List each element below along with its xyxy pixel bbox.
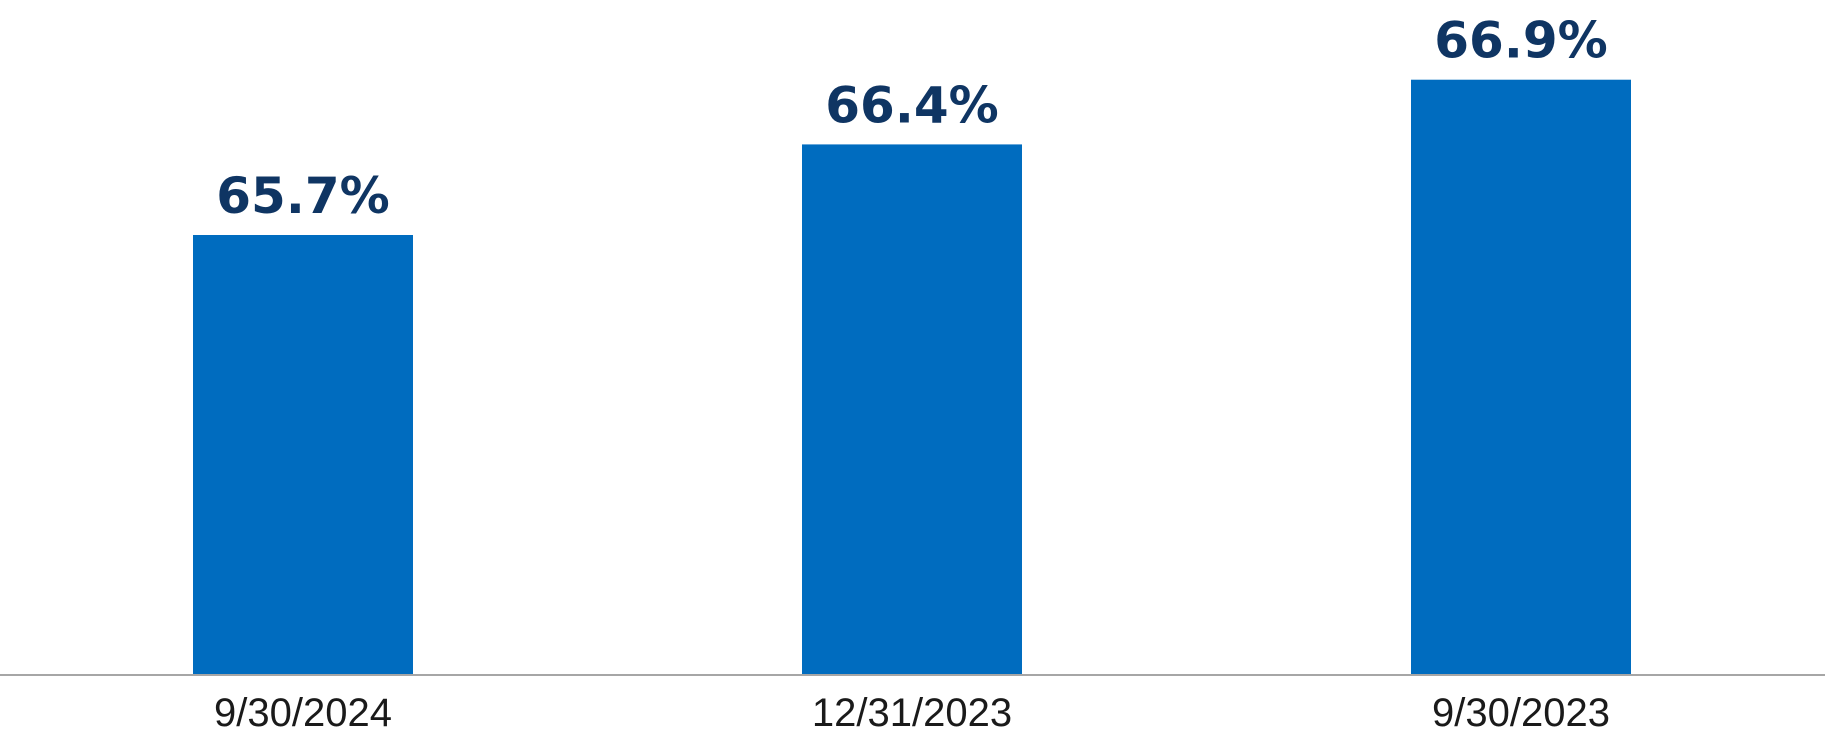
data-label: 65.7% xyxy=(216,167,389,225)
x-tick-label: 9/30/2023 xyxy=(1432,691,1610,735)
x-tick-label: 9/30/2024 xyxy=(214,691,392,735)
value-labels-layer: 65.7% 66.4% 66.9% xyxy=(216,12,1607,225)
bar xyxy=(802,144,1022,676)
bar xyxy=(1411,79,1631,676)
x-tick-label: 12/31/2023 xyxy=(812,691,1012,735)
data-label: 66.4% xyxy=(825,76,998,134)
data-label: 66.9% xyxy=(1434,12,1607,70)
bar xyxy=(193,235,413,675)
bars-layer xyxy=(193,79,1631,676)
x-tick-labels-layer: 9/30/2024 12/31/2023 9/30/2023 xyxy=(214,691,1610,735)
